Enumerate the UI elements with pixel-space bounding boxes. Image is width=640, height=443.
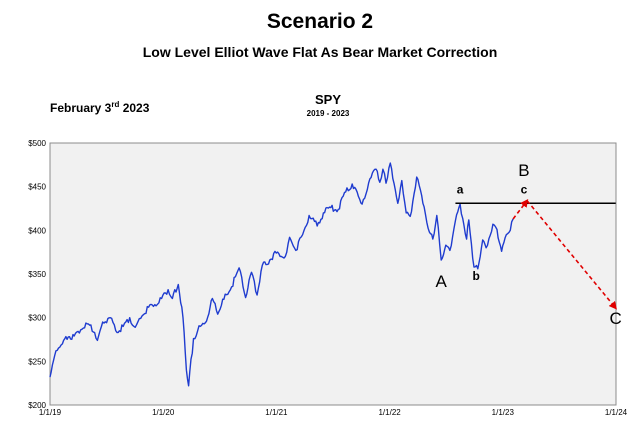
wave-label-minor-a: a [457,183,464,197]
date-prefix: February 3 [50,101,112,115]
series-layer [49,162,514,387]
y-tick-label: $350 [28,270,46,279]
annotation-layer: Aa b cB C [436,161,622,328]
wave-label-minor-b: b [473,269,480,283]
wave-label-major-c: C [610,309,622,328]
spy-price-line [49,162,514,387]
y-tick-label: $500 [28,139,46,148]
y-tick-label: $400 [28,226,46,235]
plot-area [49,142,617,406]
date-year: 2023 [119,101,149,115]
y-tick-label: $200 [28,401,46,410]
date-suffix: rd [111,100,119,109]
projection-arrow [526,200,617,310]
projection-arrow [512,199,529,220]
x-tick-label: 1/1/21 [265,408,288,417]
x-tick-label: 1/1/23 [492,408,515,417]
x-tick-label: 1/1/22 [378,408,401,417]
x-tick-label: 1/1/19 [39,408,62,417]
wave-label-minor-c: c [521,183,528,197]
x-axis: 1/1/19 1/1/20 1/1/21 1/1/22 1/1/23 1/1/24 [39,408,628,417]
chart-title: SPY [315,92,341,107]
page-title: Scenario 2 [267,10,373,33]
page-subtitle: Low Level Elliot Wave Flat As Bear Marke… [143,44,498,60]
x-tick-label: 1/1/24 [605,408,628,417]
date-label: February 3rd 2023 [50,100,150,115]
overlay-layer [455,199,617,310]
wave-label-major-b: B [518,161,529,180]
x-tick-label: 1/1/20 [152,408,175,417]
chart-subtitle: 2019 - 2023 [307,109,350,118]
wave-label-major-a: A [436,272,448,291]
y-axis: $500 $450 $400 $350 $300 $250 $200 [28,139,46,410]
y-tick-label: $250 [28,357,46,366]
y-tick-label: $300 [28,314,46,323]
y-tick-label: $450 [28,183,46,192]
